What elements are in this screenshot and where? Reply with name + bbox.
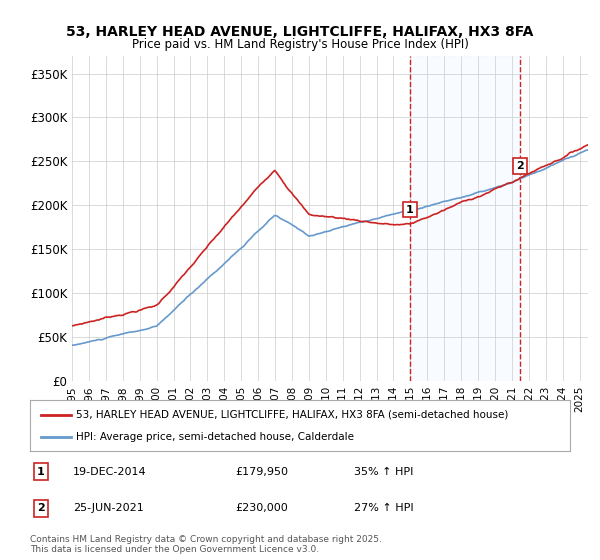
Text: 2: 2 bbox=[516, 161, 524, 171]
Text: 53, HARLEY HEAD AVENUE, LIGHTCLIFFE, HALIFAX, HX3 8FA: 53, HARLEY HEAD AVENUE, LIGHTCLIFFE, HAL… bbox=[67, 25, 533, 39]
Text: 27% ↑ HPI: 27% ↑ HPI bbox=[354, 503, 413, 513]
Text: 35% ↑ HPI: 35% ↑ HPI bbox=[354, 467, 413, 477]
Text: 25-JUN-2021: 25-JUN-2021 bbox=[73, 503, 144, 513]
Text: Contains HM Land Registry data © Crown copyright and database right 2025.
This d: Contains HM Land Registry data © Crown c… bbox=[30, 535, 382, 554]
Text: £179,950: £179,950 bbox=[235, 467, 288, 477]
Text: HPI: Average price, semi-detached house, Calderdale: HPI: Average price, semi-detached house,… bbox=[76, 432, 354, 442]
Text: 53, HARLEY HEAD AVENUE, LIGHTCLIFFE, HALIFAX, HX3 8FA (semi-detached house): 53, HARLEY HEAD AVENUE, LIGHTCLIFFE, HAL… bbox=[76, 409, 508, 419]
Text: £230,000: £230,000 bbox=[235, 503, 288, 513]
Text: 19-DEC-2014: 19-DEC-2014 bbox=[73, 467, 147, 477]
Text: Price paid vs. HM Land Registry's House Price Index (HPI): Price paid vs. HM Land Registry's House … bbox=[131, 38, 469, 51]
Text: 2: 2 bbox=[37, 503, 44, 513]
Text: 1: 1 bbox=[37, 467, 44, 477]
Text: 1: 1 bbox=[406, 204, 414, 214]
Bar bbox=[410, 56, 520, 381]
